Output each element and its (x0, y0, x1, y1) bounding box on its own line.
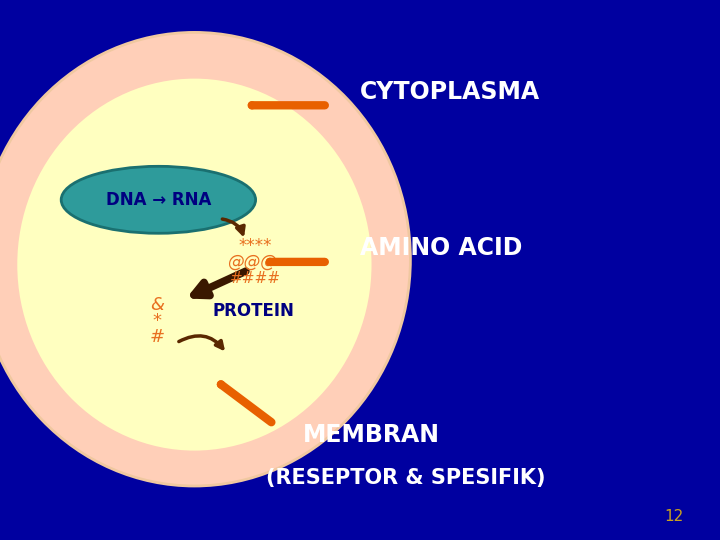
FancyArrowPatch shape (179, 336, 222, 348)
Text: #: # (149, 328, 165, 347)
FancyArrowPatch shape (194, 271, 246, 295)
Text: @@@: @@@ (227, 253, 277, 271)
Text: DNA → RNA: DNA → RNA (106, 191, 211, 209)
Text: MEMBRAN: MEMBRAN (302, 423, 439, 447)
Text: PROTEIN: PROTEIN (212, 301, 294, 320)
Text: ****: **** (239, 237, 272, 255)
Ellipse shape (61, 166, 256, 233)
Text: (RESEPTOR & SPESIFIK): (RESEPTOR & SPESIFIK) (266, 468, 546, 488)
Text: AMINO ACID: AMINO ACID (360, 237, 523, 260)
Text: *: * (153, 312, 161, 330)
FancyArrowPatch shape (222, 219, 244, 234)
Ellipse shape (17, 79, 372, 450)
Text: &: & (150, 296, 164, 314)
Text: CYTOPLASMA: CYTOPLASMA (360, 80, 540, 104)
Ellipse shape (0, 32, 410, 486)
Text: ####: #### (230, 271, 281, 286)
Text: 12: 12 (665, 509, 684, 524)
